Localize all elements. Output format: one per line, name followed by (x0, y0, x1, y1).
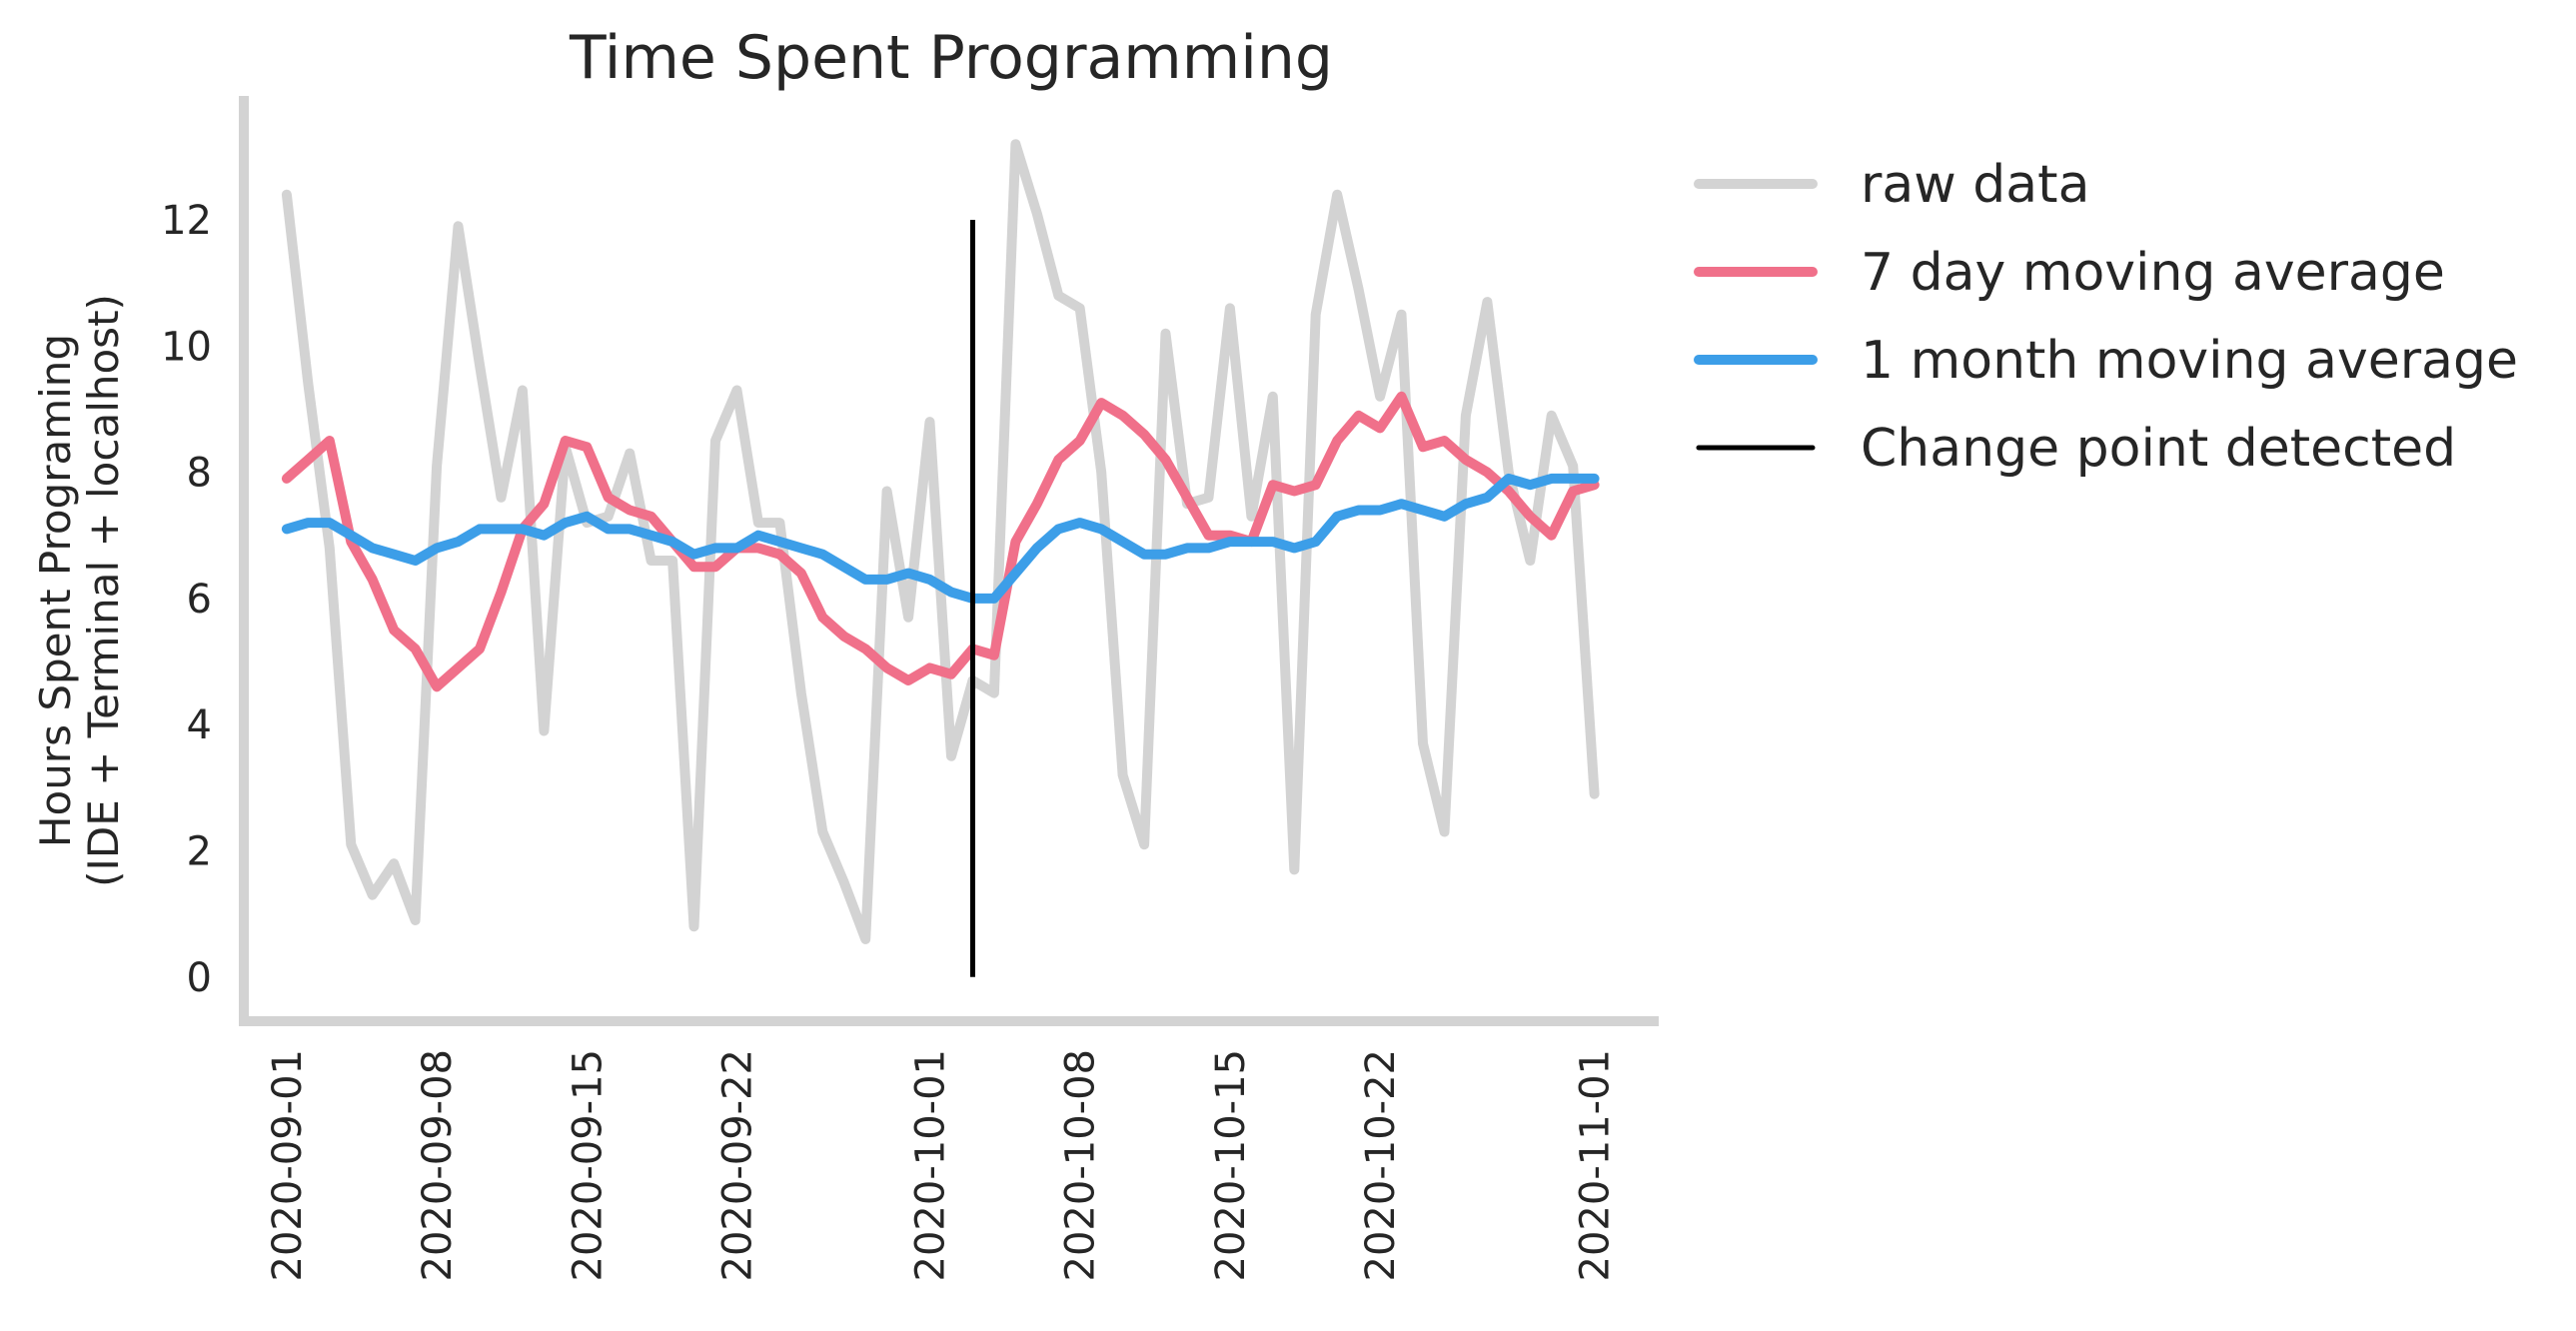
y-tick-label: 4 (187, 702, 212, 748)
x-tick-label: 2020-09-15 (565, 1049, 611, 1281)
y-tick-label: 2 (187, 828, 212, 874)
y-tick-labels: 0 2 4 6 8 10 12 (161, 198, 212, 1001)
x-tick-labels: 2020-09-01 2020-09-08 2020-09-15 2020-09-22… (265, 1049, 1619, 1281)
chart-title: Time Spent Programming (569, 23, 1333, 93)
x-tick-label: 2020-11-01 (1573, 1049, 1619, 1281)
x-tick-label: 2020-09-01 (265, 1049, 311, 1281)
legend-entry-1-month-moving-average: 1 month moving average (1694, 331, 2518, 391)
legend-label: Change point detected (1861, 419, 2456, 479)
legend-entry-7-day-moving-average: 7 day moving average (1694, 243, 2445, 303)
y-tick-label: 10 (161, 324, 212, 370)
y-tick-label: 12 (161, 198, 212, 244)
x-tick-label: 2020-10-08 (1058, 1049, 1104, 1281)
y-tick-label: 0 (187, 955, 212, 1001)
legend-entry-raw-data: raw data (1694, 155, 2089, 215)
x-tick-label: 2020-09-22 (714, 1049, 760, 1281)
y-tick-label: 6 (187, 577, 212, 623)
x-tick-label: 2020-10-22 (1358, 1049, 1404, 1281)
plot-area (281, 139, 1600, 977)
series-line-7-day-moving-average (281, 391, 1600, 692)
legend-label: 1 month moving average (1861, 331, 2518, 391)
series-line-raw-data (281, 139, 1600, 944)
legend-entry-change-point-detected: Change point detected (1696, 419, 2456, 479)
axes (239, 96, 1659, 1026)
y-axis-title-line-2: (IDE + Terminal + localhost) (79, 294, 128, 887)
y-tick-label: 8 (187, 451, 212, 497)
x-tick-label: 2020-10-01 (908, 1049, 954, 1281)
y-axis-title-line-1: Hours Spent Programing (31, 334, 80, 847)
y-axis-title: Hours Spent Programing (IDE + Terminal +… (31, 294, 128, 887)
x-tick-label: 2020-09-08 (415, 1049, 461, 1281)
series-line-1-month-moving-average (281, 473, 1600, 604)
legend-label: 7 day moving average (1861, 243, 2445, 303)
x-tick-label: 2020-10-15 (1208, 1049, 1254, 1281)
legend: raw data 7 day moving average 1 month movi… (1694, 155, 2518, 479)
legend-label: raw data (1861, 155, 2089, 215)
